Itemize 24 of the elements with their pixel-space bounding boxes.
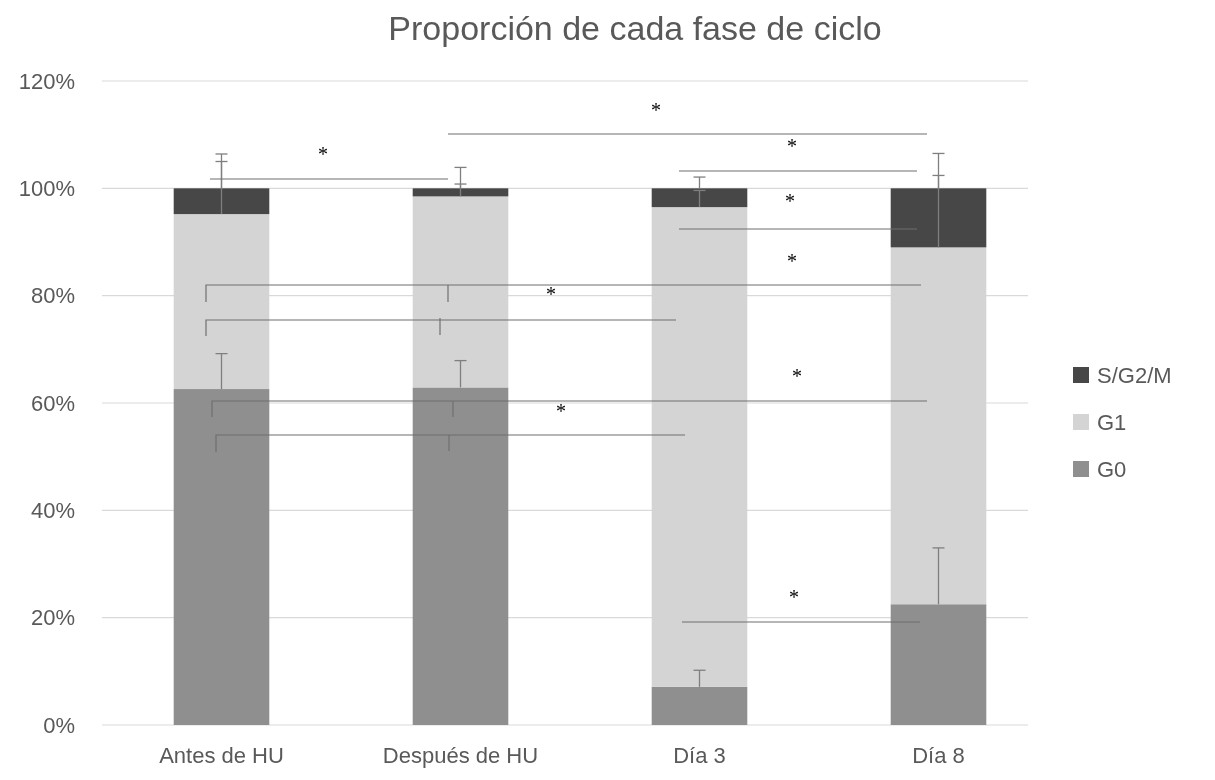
x-tick-label: Después de HU	[382, 743, 539, 768]
y-tick-label: 100%	[18, 176, 75, 202]
annotation: *	[792, 365, 802, 387]
chart-title: Proporción de cada fase de ciclo	[388, 9, 882, 47]
y-tick-label: 120%	[18, 68, 75, 94]
annotation: *	[787, 250, 797, 272]
legend-label: G0	[1097, 456, 1127, 482]
legend-label: G1	[1097, 409, 1127, 435]
y-tick-label: 20%	[30, 605, 75, 631]
annotation: *	[787, 135, 797, 157]
annotation: *	[546, 283, 556, 305]
annotation: *	[556, 400, 566, 422]
annotation: *	[785, 190, 795, 212]
y-tick-label: 80%	[30, 283, 75, 309]
x-tick-label: Día 8	[912, 743, 965, 768]
legend-label: S/G2/M	[1097, 362, 1172, 388]
annotation: *	[318, 143, 328, 165]
y-tick-label: 40%	[30, 498, 75, 524]
x-tick-label: Antes de HU	[159, 743, 284, 768]
annotation: *	[789, 586, 799, 608]
annotation: *	[651, 99, 661, 121]
y-tick-label: 0%	[43, 712, 75, 738]
y-tick-label: 60%	[30, 390, 75, 416]
x-tick-label: Día 3	[673, 743, 726, 768]
